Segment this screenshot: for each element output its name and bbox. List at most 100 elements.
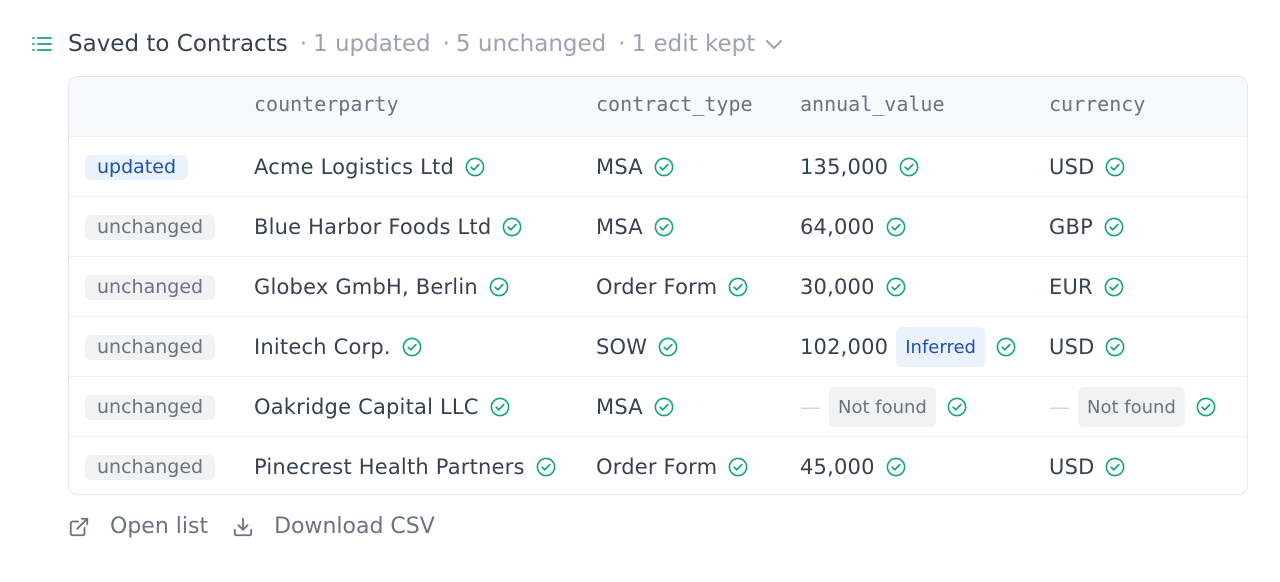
table-row: unchanged Oakridge Capital LLC MSA — Not fou… [69, 376, 1247, 436]
counterparty-cell[interactable]: Oakridge Capital LLC [254, 377, 510, 437]
list-icon [32, 33, 54, 55]
cell-value: MSA [596, 215, 643, 239]
table-row: unchanged Globex GmbH, Berlin Order Form 30… [69, 256, 1247, 316]
counterparty-cell[interactable]: Blue Harbor Foods Ltd [254, 197, 522, 257]
counterparty-cell[interactable]: Globex GmbH, Berlin [254, 257, 509, 317]
status-badge: unchanged [85, 334, 216, 360]
table-row: unchanged Initech Corp. SOW 102,000 Inferred… [69, 316, 1247, 376]
empty-value-dash: — [1049, 395, 1070, 419]
check-circle-icon [490, 397, 510, 417]
check-circle-icon [1105, 157, 1125, 177]
check-circle-icon [996, 337, 1016, 357]
not-found-tag: Not found [829, 387, 936, 427]
counterparty-cell[interactable]: Acme Logistics Ltd [254, 137, 485, 197]
cell-value: USD [1049, 335, 1095, 359]
currency-cell[interactable]: USD [1049, 437, 1125, 494]
currency-cell[interactable]: GBP [1049, 197, 1124, 257]
status-cell: unchanged [85, 317, 216, 377]
currency-cell[interactable]: USD [1049, 137, 1125, 197]
download-csv-link[interactable]: Download CSV [232, 514, 435, 539]
check-circle-icon [654, 217, 674, 237]
status-cell: unchanged [85, 197, 216, 257]
status-cell: unchanged [85, 257, 216, 317]
cell-value: 45,000 [800, 455, 875, 479]
contract-type-cell[interactable]: MSA [596, 137, 674, 197]
check-circle-icon [886, 217, 906, 237]
footer-actions: Open list Download CSV [68, 514, 435, 539]
column-header-annual-value[interactable]: annual_value [800, 92, 945, 116]
check-circle-icon [465, 157, 485, 177]
check-circle-icon [886, 457, 906, 477]
cell-value: MSA [596, 155, 643, 179]
check-circle-icon [1196, 397, 1216, 417]
annual-value-cell[interactable]: — Not found [800, 377, 967, 437]
summary-header: Saved to Contracts · 1 updated · 5 unchang… [32, 28, 783, 60]
download-icon [232, 516, 264, 538]
check-circle-icon [658, 337, 678, 357]
currency-cell[interactable]: EUR [1049, 257, 1124, 317]
check-circle-icon [402, 337, 422, 357]
inferred-tag: Inferred [896, 327, 985, 367]
not-found-tag: Not found [1078, 387, 1185, 427]
cell-value: 30,000 [800, 275, 875, 299]
cell-value: USD [1049, 455, 1095, 479]
updated-count: · 1 updated [299, 31, 431, 57]
check-circle-icon [489, 277, 509, 297]
check-circle-icon [654, 157, 674, 177]
unchanged-count: · 5 unchanged [442, 31, 607, 57]
check-circle-icon [886, 277, 906, 297]
currency-cell[interactable]: USD [1049, 317, 1125, 377]
check-circle-icon [1104, 277, 1124, 297]
header-title: Saved to Contracts [68, 31, 288, 57]
annual-value-cell[interactable]: 135,000 [800, 137, 919, 197]
external-link-icon [68, 516, 100, 538]
chevron-down-icon[interactable] [765, 38, 783, 50]
contract-type-cell[interactable]: SOW [596, 317, 678, 377]
cell-value: 102,000 [800, 335, 889, 359]
currency-cell[interactable]: — Not found [1049, 377, 1216, 437]
check-circle-icon [728, 457, 748, 477]
check-circle-icon [536, 457, 556, 477]
check-circle-icon [1104, 217, 1124, 237]
annual-value-cell[interactable]: 45,000 [800, 437, 906, 494]
status-badge: unchanged [85, 274, 216, 300]
check-circle-icon [654, 397, 674, 417]
annual-value-cell[interactable]: 30,000 [800, 257, 906, 317]
column-header-contract-type[interactable]: contract_type [596, 92, 753, 116]
cell-value: SOW [596, 335, 648, 359]
table-row: unchanged Pinecrest Health Partners Order … [69, 436, 1247, 494]
results-table: counterparty contract_type annual_value … [68, 76, 1248, 495]
cell-value: Acme Logistics Ltd [254, 155, 454, 179]
cell-value: Order Form [596, 455, 718, 479]
cell-value: Pinecrest Health Partners [254, 455, 525, 479]
counterparty-cell[interactable]: Initech Corp. [254, 317, 422, 377]
cell-value: Globex GmbH, Berlin [254, 275, 478, 299]
check-circle-icon [1105, 457, 1125, 477]
cell-value: GBP [1049, 215, 1093, 239]
status-badge: updated [85, 154, 189, 180]
contract-type-cell[interactable]: Order Form [596, 257, 748, 317]
status-cell: unchanged [85, 437, 216, 494]
cell-value: Oakridge Capital LLC [254, 395, 479, 419]
column-header-currency[interactable]: currency [1049, 92, 1146, 116]
status-cell: unchanged [85, 377, 216, 437]
check-circle-icon [899, 157, 919, 177]
check-circle-icon [728, 277, 748, 297]
cell-value: MSA [596, 395, 643, 419]
open-list-link[interactable]: Open list [68, 514, 208, 539]
contract-type-cell[interactable]: MSA [596, 377, 674, 437]
contract-type-cell[interactable]: Order Form [596, 437, 748, 494]
contract-type-cell[interactable]: MSA [596, 197, 674, 257]
status-badge: unchanged [85, 214, 216, 240]
table-row: unchanged Blue Harbor Foods Ltd MSA 64,000 G… [69, 196, 1247, 256]
cell-value: 64,000 [800, 215, 875, 239]
table-row: updated Acme Logistics Ltd MSA 135,000 USD [69, 136, 1247, 196]
annual-value-cell[interactable]: 64,000 [800, 197, 906, 257]
cell-value: 135,000 [800, 155, 889, 179]
cell-value: EUR [1049, 275, 1093, 299]
check-circle-icon [502, 217, 522, 237]
check-circle-icon [947, 397, 967, 417]
counterparty-cell[interactable]: Pinecrest Health Partners [254, 437, 556, 494]
annual-value-cell[interactable]: 102,000 Inferred [800, 317, 1016, 377]
column-header-counterparty[interactable]: counterparty [254, 92, 399, 116]
